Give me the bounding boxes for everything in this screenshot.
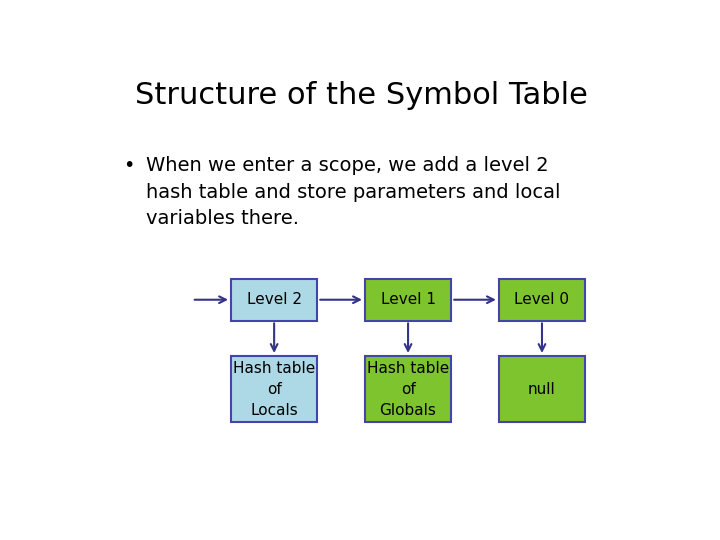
FancyBboxPatch shape (231, 279, 318, 321)
FancyBboxPatch shape (365, 279, 451, 321)
Text: Structure of the Symbol Table: Structure of the Symbol Table (135, 82, 588, 111)
Text: When we enter a scope, we add a level 2
hash table and store parameters and loca: When we enter a scope, we add a level 2 … (145, 156, 560, 228)
Text: •: • (124, 156, 135, 176)
Text: Level 2: Level 2 (247, 292, 302, 307)
Text: Hash table
of
Globals: Hash table of Globals (367, 361, 449, 417)
FancyBboxPatch shape (499, 356, 585, 422)
Text: Level 0: Level 0 (515, 292, 570, 307)
Text: Hash table
of
Locals: Hash table of Locals (233, 361, 315, 417)
FancyBboxPatch shape (365, 356, 451, 422)
FancyBboxPatch shape (499, 279, 585, 321)
Text: Level 1: Level 1 (381, 292, 436, 307)
FancyBboxPatch shape (231, 356, 318, 422)
Text: null: null (528, 382, 556, 396)
